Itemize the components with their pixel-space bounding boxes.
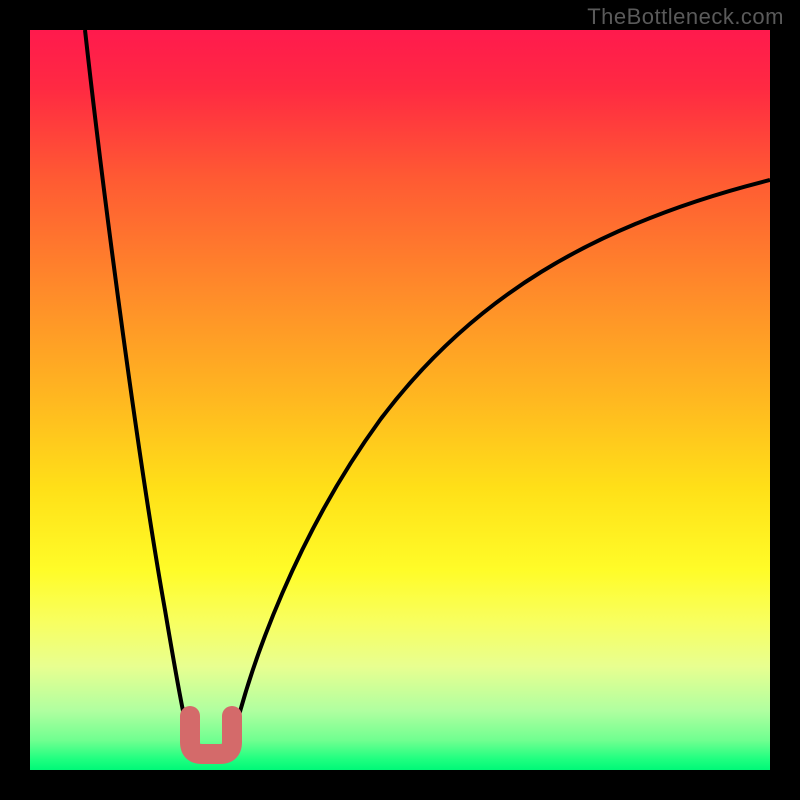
chart-container: TheBottleneck.com (0, 0, 800, 800)
plot-background (30, 30, 770, 770)
bottleneck-chart-svg (0, 0, 800, 800)
